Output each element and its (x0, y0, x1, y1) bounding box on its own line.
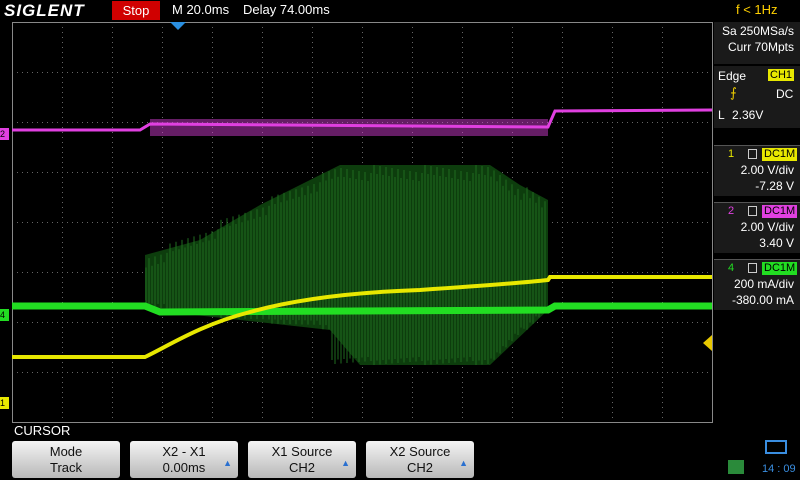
trigger-coupling: DC (776, 87, 794, 101)
softkey[interactable]: X2 - X1 0.00ms ▲ (130, 441, 238, 478)
slope-icon: ⨍ (730, 85, 737, 100)
bw-icon (748, 206, 757, 216)
softkey-label: X1 Source (271, 444, 333, 459)
grid-border (12, 22, 713, 423)
sample-rate: Sa 250MSa/s (721, 24, 794, 38)
softkey-label: X2 - X1 (162, 444, 206, 459)
trigger-position (170, 22, 186, 30)
channel-scale: 2.00 V/div (740, 220, 794, 234)
timebase: M 20.0ms (172, 2, 230, 17)
channel-number: 2 (728, 205, 735, 217)
trigger-level (703, 335, 712, 351)
knob-arrow: ▲ (459, 458, 468, 468)
run-status[interactable]: Stop (112, 1, 160, 20)
softkey-label: Mode (49, 444, 83, 459)
trigger-slope: L (718, 108, 725, 122)
trigger-panel[interactable]: Edge CH1 ⨍ DC L 2.36V (714, 66, 800, 128)
knob-arrow: ▲ (223, 458, 232, 468)
bw-icon (748, 263, 757, 273)
softkey[interactable]: Mode Track (12, 441, 120, 478)
acq-panel: Sa 250MSa/s Curr 70Mpts (714, 22, 800, 64)
channel-coupling: DC1M (762, 262, 798, 275)
menu-title: CURSOR (14, 423, 71, 438)
softkey-value: CH2 (288, 460, 315, 475)
channel-scale: 200 mA/div (733, 277, 794, 291)
channel-offset: -7.28 V (755, 179, 794, 193)
softkey-value: CH2 (406, 460, 433, 475)
channel-panel[interactable]: 4 DC1M 200 mA/div -380.00 mA (714, 259, 800, 310)
ch4-marker: 4 (0, 309, 9, 321)
channel-scale: 2.00 V/div (740, 163, 794, 177)
frequency: f < 1Hz (736, 2, 778, 17)
ch1-marker: 1 (0, 397, 9, 409)
trigger-source: CH1 (768, 69, 795, 81)
display-icon (765, 440, 787, 454)
knob-arrow: ▲ (341, 458, 350, 468)
channel-coupling: DC1M (762, 148, 798, 161)
ch4-burst (145, 165, 546, 365)
channel-number: 4 (728, 262, 735, 274)
channel-number: 1 (728, 148, 735, 160)
softkey-value: 0.00ms (162, 460, 206, 475)
softkey-value: Track (49, 460, 83, 475)
softkey[interactable]: X1 Source CH2 ▲ (248, 441, 356, 478)
ch2-trace (12, 108, 713, 132)
brand: SIGLENT (4, 1, 85, 20)
channel-panel[interactable]: 2 DC1M 2.00 V/div 3.40 V (714, 202, 800, 253)
bw-icon (748, 149, 757, 159)
memory-depth: Curr 70Mpts (727, 40, 794, 54)
ch2-ripple (150, 119, 548, 136)
softkey-label: X2 Source (389, 444, 451, 459)
ch1-trace (12, 275, 712, 359)
channel-coupling: DC1M (762, 205, 798, 218)
trigger-type: Edge (718, 69, 747, 83)
ch2-marker: 2 (0, 128, 9, 140)
channel-offset: -380.00 mA (731, 293, 794, 307)
softkey[interactable]: X2 Source CH2 ▲ (366, 441, 474, 478)
ch4-trace (12, 302, 712, 316)
network-icon (728, 460, 744, 474)
trigger-level-text: 2.36V (732, 108, 764, 122)
clock: 14 : 09 (762, 463, 796, 475)
channel-panel[interactable]: 1 DC1M 2.00 V/div -7.28 V (714, 145, 800, 196)
delay: Delay 74.00ms (243, 2, 330, 17)
channel-offset: 3.40 V (759, 236, 794, 250)
waveform-area (12, 22, 713, 423)
